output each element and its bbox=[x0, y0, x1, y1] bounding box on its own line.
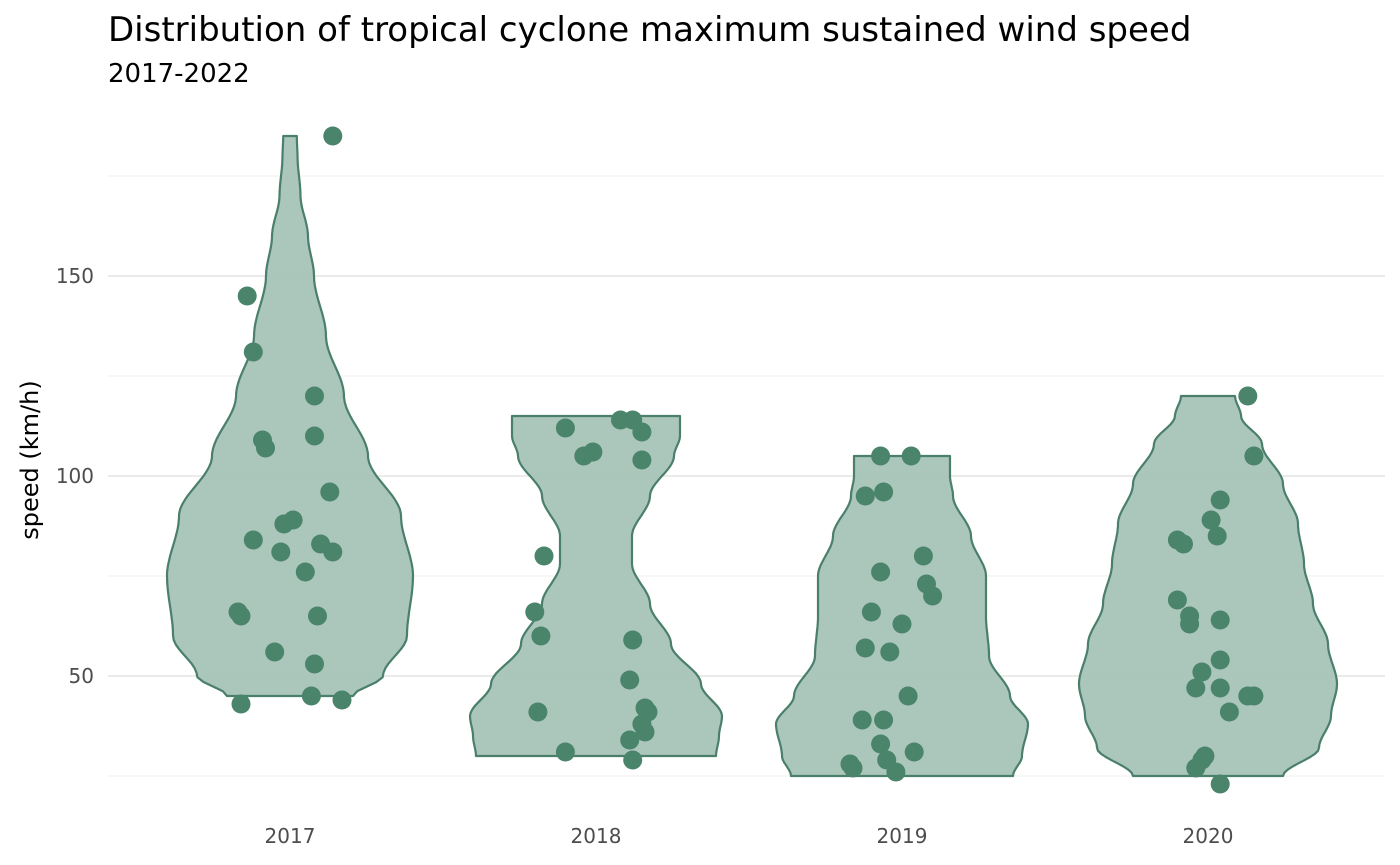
data-point bbox=[305, 426, 324, 446]
data-point bbox=[265, 642, 285, 662]
data-point bbox=[332, 690, 352, 710]
data-point bbox=[555, 742, 575, 762]
data-point bbox=[855, 638, 875, 658]
data-point bbox=[1210, 774, 1230, 794]
data-point bbox=[243, 342, 263, 362]
y-tick-label: 50 bbox=[69, 664, 94, 688]
data-point bbox=[874, 710, 894, 730]
data-point bbox=[525, 602, 545, 622]
data-point bbox=[632, 422, 652, 442]
data-point bbox=[1219, 702, 1239, 722]
data-point bbox=[305, 654, 324, 674]
data-point bbox=[1238, 386, 1258, 406]
data-point bbox=[1186, 678, 1206, 698]
data-point bbox=[1210, 610, 1230, 630]
data-point bbox=[1207, 526, 1227, 546]
data-point bbox=[320, 482, 340, 502]
data-point bbox=[623, 750, 643, 770]
data-point bbox=[305, 386, 324, 406]
data-point bbox=[623, 630, 643, 650]
data-point bbox=[295, 562, 315, 582]
data-point bbox=[901, 446, 921, 466]
data-point bbox=[861, 602, 881, 622]
data-point bbox=[1174, 534, 1193, 554]
chart-subtitle: 2017-2022 bbox=[108, 59, 250, 89]
data-point bbox=[620, 670, 640, 690]
data-point bbox=[555, 418, 575, 438]
y-tick-label: 100 bbox=[56, 464, 94, 488]
data-point bbox=[843, 758, 863, 778]
data-point bbox=[880, 642, 900, 662]
data-point bbox=[231, 694, 251, 714]
violin-2018 bbox=[468, 414, 724, 758]
data-point bbox=[583, 442, 603, 462]
data-point bbox=[898, 686, 918, 706]
data-point bbox=[632, 450, 652, 470]
x-axis-ticks: 2017 2018 2019 2020 bbox=[265, 824, 1234, 848]
violin-2020 bbox=[1077, 394, 1339, 778]
data-point bbox=[534, 546, 554, 566]
data-point bbox=[635, 698, 655, 718]
data-point bbox=[231, 606, 251, 626]
data-point bbox=[923, 586, 943, 606]
data-point bbox=[892, 614, 912, 634]
data-point bbox=[243, 530, 263, 550]
x-tick-label: 2020 bbox=[1183, 824, 1234, 848]
violin-2017 bbox=[165, 134, 415, 698]
data-point bbox=[237, 286, 257, 306]
violins bbox=[165, 134, 1339, 778]
data-point bbox=[1192, 662, 1212, 682]
data-point bbox=[620, 730, 640, 750]
data-point bbox=[531, 626, 551, 646]
data-point bbox=[1210, 490, 1230, 510]
data-point bbox=[1180, 614, 1200, 634]
data-point bbox=[886, 762, 906, 782]
data-point bbox=[1201, 510, 1221, 530]
data-point bbox=[871, 446, 891, 466]
data-point bbox=[1244, 446, 1264, 466]
x-tick-label: 2018 bbox=[571, 824, 622, 848]
data-point bbox=[904, 742, 924, 762]
data-point bbox=[1195, 746, 1215, 766]
data-point bbox=[635, 722, 655, 742]
chart-title: Distribution of tropical cyclone maximum… bbox=[108, 10, 1191, 50]
y-tick-label: 150 bbox=[56, 264, 94, 288]
data-point bbox=[308, 606, 327, 626]
data-point bbox=[874, 482, 894, 502]
data-point bbox=[871, 734, 891, 754]
data-point bbox=[283, 510, 303, 530]
data-points bbox=[228, 126, 1264, 794]
data-point bbox=[1210, 678, 1230, 698]
x-tick-label: 2019 bbox=[877, 824, 928, 848]
x-tick-label: 2017 bbox=[265, 824, 316, 848]
data-point bbox=[1244, 686, 1264, 706]
data-point bbox=[311, 534, 331, 554]
data-point bbox=[271, 542, 291, 562]
data-point bbox=[852, 710, 872, 730]
data-point bbox=[913, 546, 933, 566]
data-point bbox=[528, 702, 548, 722]
data-point bbox=[855, 486, 875, 506]
y-axis-ticks: 50 100 150 bbox=[56, 264, 94, 688]
data-point bbox=[256, 438, 275, 458]
y-axis-title: speed (km/h) bbox=[16, 380, 44, 539]
data-point bbox=[323, 126, 343, 146]
data-point bbox=[1210, 650, 1230, 670]
data-point bbox=[1167, 590, 1187, 610]
data-point bbox=[301, 686, 321, 706]
data-point bbox=[871, 562, 891, 582]
